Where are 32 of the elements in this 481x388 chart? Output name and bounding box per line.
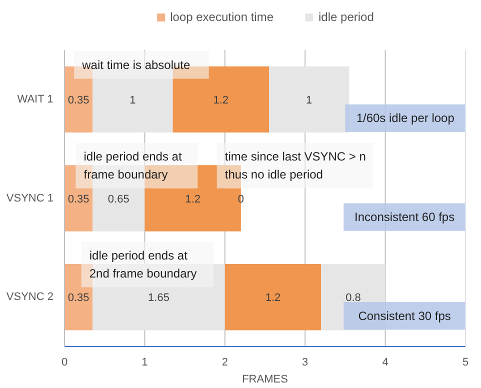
x-tick-label: 5 bbox=[462, 356, 469, 368]
annotation: time since last VSYNC > n thus no idle period bbox=[224, 150, 366, 182]
data-label: 1.65 bbox=[148, 292, 170, 304]
x-tick-label: 2 bbox=[222, 356, 228, 368]
x-tick-label: 0 bbox=[61, 356, 68, 368]
annotation: Inconsistent 60 fps bbox=[354, 210, 455, 224]
bar bbox=[224, 264, 322, 330]
legend-label: idle period bbox=[318, 10, 374, 24]
data-label: 1 bbox=[306, 94, 312, 106]
data-label: 0.35 bbox=[68, 292, 90, 304]
data-label: 1 bbox=[130, 94, 136, 106]
x-tick-label: 3 bbox=[302, 356, 308, 368]
y-tick-label: WAIT 1 bbox=[17, 93, 54, 106]
data-label: 0.35 bbox=[68, 193, 90, 206]
x-tick-label: 1 bbox=[142, 356, 148, 368]
data-label: 0.8 bbox=[346, 292, 361, 304]
annotation: Consistent 30 fps bbox=[358, 308, 451, 323]
x-tick-label: 4 bbox=[382, 356, 388, 368]
data-label: 1.2 bbox=[185, 193, 200, 206]
annotation: 1/60s idle per loop bbox=[356, 111, 455, 126]
x-axis-title: FRAMES bbox=[242, 374, 288, 386]
annotation: idle period ends at 2nd frame boundary bbox=[89, 248, 197, 281]
y-tick-label: VSYNC 2 bbox=[6, 291, 54, 304]
annotation: wait time is absolute bbox=[81, 58, 191, 72]
legend-label: loop execution time bbox=[170, 10, 274, 24]
data-label: 0.35 bbox=[68, 94, 90, 106]
annotation: idle period ends at frame boundary bbox=[84, 150, 182, 182]
y-tick-label: VSYNC 1 bbox=[6, 192, 54, 204]
data-label: 1.2 bbox=[265, 292, 281, 304]
bar bbox=[269, 66, 350, 133]
data-label: 0.65 bbox=[108, 193, 130, 206]
data-label: 1.2 bbox=[213, 94, 229, 106]
